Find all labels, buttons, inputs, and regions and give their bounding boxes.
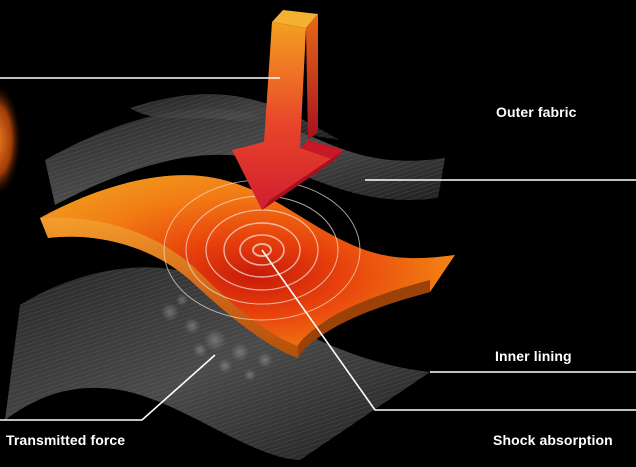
- outer-fabric-label: Outer fabric: [496, 104, 577, 120]
- shock-absorbing-padding: [40, 175, 455, 358]
- impact-glow: [0, 82, 22, 198]
- inner-lining-label: Inner lining: [495, 348, 572, 364]
- transmitted-force-callout-line: [0, 354, 216, 421]
- callout-lines: [0, 77, 636, 421]
- shock-absorption-label: Shock absorption: [493, 432, 613, 448]
- shock-absorption-callout-line: [261, 249, 636, 411]
- transmitted-force-dots: [161, 294, 273, 381]
- impact-arrow: [232, 10, 344, 210]
- transmitted-force-label: Transmitted force: [6, 432, 126, 448]
- inner-lining-layer: [5, 267, 430, 460]
